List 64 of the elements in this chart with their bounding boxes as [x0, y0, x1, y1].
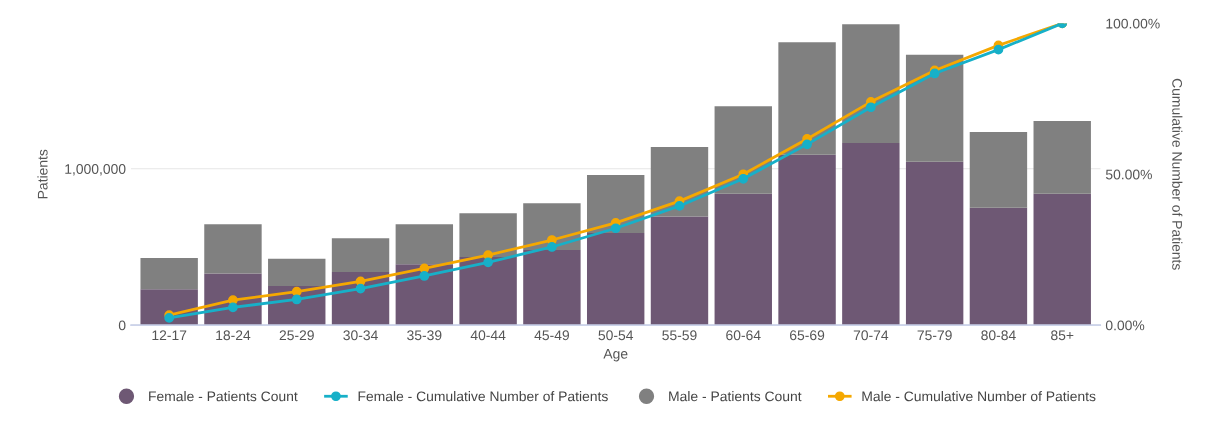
- point: [802, 139, 812, 150]
- bar: [1033, 193, 1091, 326]
- bar: [969, 207, 1028, 326]
- bar: [842, 142, 900, 326]
- legend-label: Female - Patients Count: [149, 391, 298, 402]
- x-tick-label: 75-79: [917, 330, 952, 341]
- x-tick-label: 80-84: [981, 330, 1016, 341]
- x-tick-label: 25-29: [279, 330, 314, 341]
- y-tick-label: 0: [118, 320, 126, 331]
- x-tick-label: 18-24: [216, 330, 251, 341]
- x-tick-label: 35-39: [407, 330, 442, 341]
- point: [355, 283, 366, 294]
- bar: [778, 154, 836, 326]
- y-tick-label: 1,000,000: [65, 164, 126, 176]
- point: [419, 271, 430, 281]
- x-tick-label: 55-59: [662, 330, 697, 341]
- point: [291, 286, 302, 297]
- bar: [1033, 121, 1091, 194]
- bar: [650, 146, 709, 217]
- bar: [714, 106, 772, 194]
- point: [547, 242, 557, 252]
- bar: [204, 224, 262, 274]
- y2-tick-label: 0.00%: [1105, 320, 1145, 331]
- point: [228, 295, 238, 305]
- bar: [459, 257, 517, 326]
- bar: [331, 238, 390, 272]
- x-tick-label: 45-49: [534, 330, 570, 341]
- bar: [778, 42, 836, 155]
- y2-tick-label: 50.00%: [1105, 169, 1152, 180]
- bar: [905, 161, 964, 326]
- x-axis-title: Age: [603, 349, 628, 362]
- point: [738, 173, 749, 184]
- y-axis-title: Patients: [37, 149, 48, 199]
- bar: [395, 224, 454, 265]
- bar: [586, 232, 645, 326]
- legend-label: Male - Patients Count: [669, 391, 802, 402]
- x-tick-label: 60-64: [726, 330, 761, 341]
- x-tick-label: 40-44: [470, 330, 506, 341]
- point: [610, 223, 621, 234]
- legend-label: Male - Cumulative Number of Patients: [862, 391, 1096, 402]
- bar: [140, 257, 198, 290]
- y2-axis-title: Cumulative Number of Patients: [1172, 78, 1183, 270]
- x-tick-label: 50-54: [598, 330, 634, 341]
- bar: [268, 258, 326, 287]
- bar: [969, 132, 1028, 208]
- point: [865, 102, 876, 113]
- point: [291, 294, 302, 305]
- x-tick-label: 85+: [1051, 330, 1074, 341]
- point: [993, 44, 1004, 55]
- point: [483, 257, 493, 268]
- bar: [842, 24, 900, 143]
- bar: [459, 213, 517, 258]
- bar: [905, 54, 964, 162]
- bar: [714, 193, 772, 326]
- point: [228, 302, 238, 313]
- bar: [523, 250, 581, 326]
- bar: [650, 216, 709, 326]
- legend-label: Female - Cumulative Number of Patients: [358, 391, 608, 402]
- x-tick-label: 30-34: [343, 330, 378, 341]
- x-tick-label: 12-17: [152, 330, 187, 341]
- point: [674, 201, 685, 211]
- x-tick-label: 70-74: [853, 330, 889, 341]
- x-tick-label: 65-69: [790, 330, 825, 341]
- y2-tick-label: 100.00%: [1106, 18, 1160, 29]
